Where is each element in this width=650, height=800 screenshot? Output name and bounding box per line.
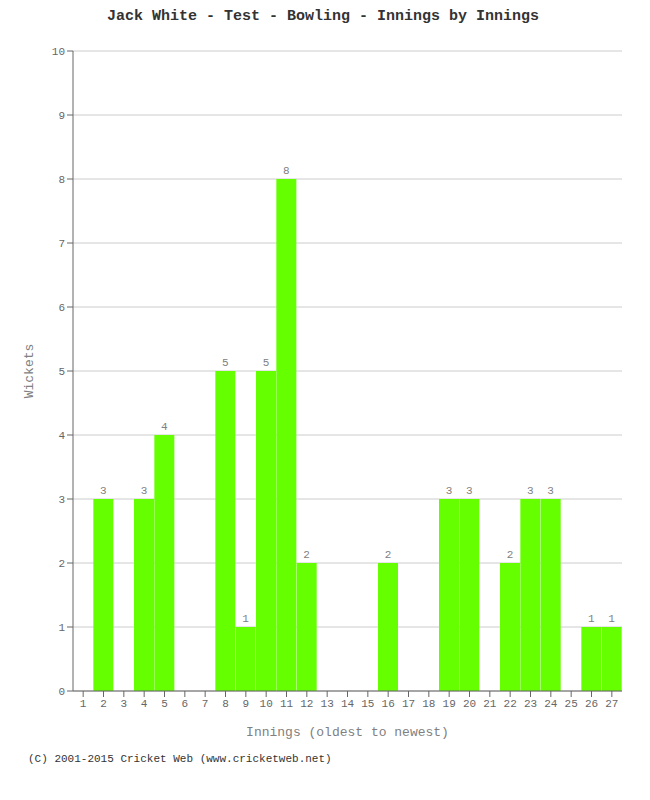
svg-text:27: 27 <box>605 698 618 710</box>
svg-text:17: 17 <box>402 698 415 710</box>
svg-text:6: 6 <box>182 698 189 710</box>
svg-text:2: 2 <box>507 549 514 561</box>
svg-text:2: 2 <box>385 549 392 561</box>
svg-text:3: 3 <box>100 485 107 497</box>
html-text:Jack White - Test - Bowling -: Jack White - Test - Bowling - Innings by… <box>107 8 539 25</box>
svg-text:13: 13 <box>321 698 334 710</box>
svg-text:5: 5 <box>161 698 168 710</box>
svg-text:0: 0 <box>58 686 65 698</box>
svg-text:1: 1 <box>242 613 249 625</box>
svg-text:3: 3 <box>121 698 128 710</box>
svg-text:10: 10 <box>52 46 65 58</box>
svg-text:12: 12 <box>300 698 313 710</box>
svg-text:4: 4 <box>58 430 65 442</box>
svg-text:3: 3 <box>466 485 473 497</box>
svg-text:24: 24 <box>544 698 558 710</box>
svg-text:10: 10 <box>260 698 273 710</box>
svg-text:5: 5 <box>222 357 229 369</box>
svg-text:8: 8 <box>222 698 229 710</box>
svg-text:20: 20 <box>463 698 476 710</box>
svg-text:8: 8 <box>58 174 65 186</box>
svg-text:7: 7 <box>202 698 209 710</box>
svg-text:1: 1 <box>588 613 595 625</box>
svg-text:4: 4 <box>161 421 168 433</box>
svg-text:5: 5 <box>263 357 270 369</box>
svg-text:3: 3 <box>141 485 148 497</box>
svg-text:1: 1 <box>80 698 87 710</box>
svg-text:6: 6 <box>58 302 65 314</box>
svg-text:2: 2 <box>303 549 310 561</box>
svg-text:3: 3 <box>547 485 554 497</box>
svg-text:23: 23 <box>524 698 537 710</box>
svg-text:19: 19 <box>443 698 456 710</box>
svg-text:2: 2 <box>58 558 65 570</box>
svg-text:Innings (oldest to newest): Innings (oldest to newest) <box>246 725 449 740</box>
svg-text:3: 3 <box>446 485 453 497</box>
svg-text:3: 3 <box>58 494 65 506</box>
html-text:(C) 2001-2015 Cricket Web (www: (C) 2001-2015 Cricket Web (www.cricketwe… <box>28 753 332 765</box>
svg-text:9: 9 <box>243 698 250 710</box>
svg-text:1: 1 <box>608 613 615 625</box>
svg-text:7: 7 <box>58 238 65 250</box>
svg-text:1: 1 <box>58 622 65 634</box>
svg-text:18: 18 <box>422 698 435 710</box>
svg-text:25: 25 <box>565 698 578 710</box>
svg-text:9: 9 <box>58 110 65 122</box>
svg-text:5: 5 <box>58 366 65 378</box>
svg-text:Wickets: Wickets <box>22 344 37 399</box>
svg-text:2: 2 <box>100 698 107 710</box>
svg-text:22: 22 <box>504 698 517 710</box>
svg-text:11: 11 <box>280 698 294 710</box>
svg-text:8: 8 <box>283 165 290 177</box>
svg-text:15: 15 <box>361 698 374 710</box>
svg-text:14: 14 <box>341 698 355 710</box>
svg-text:16: 16 <box>382 698 395 710</box>
svg-text:4: 4 <box>141 698 148 710</box>
svg-text:3: 3 <box>527 485 534 497</box>
svg-text:21: 21 <box>483 698 497 710</box>
svg-text:26: 26 <box>585 698 598 710</box>
